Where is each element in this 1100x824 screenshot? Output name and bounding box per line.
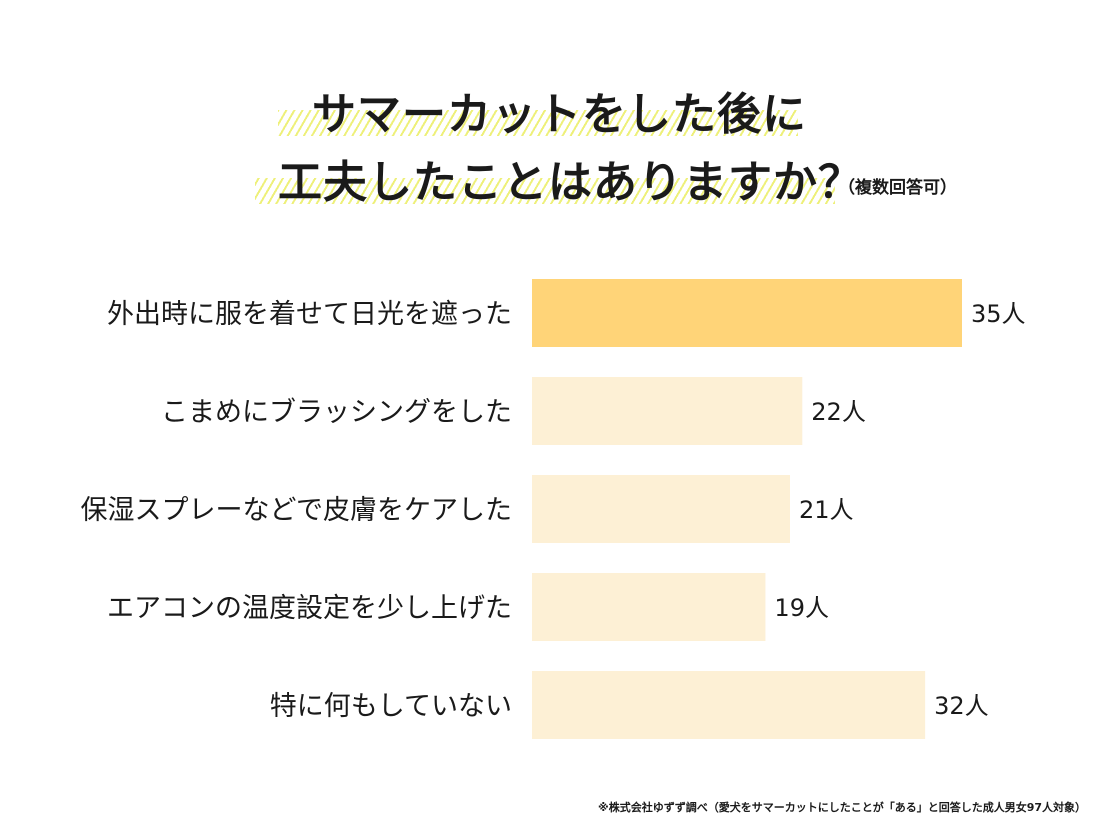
category-label-1: 外出時に服を着せて日光を遮った <box>107 299 512 330</box>
category-label-5: 特に何もしていない <box>270 691 512 722</box>
category-label-2: こまめにブラッシングをした <box>161 397 512 428</box>
chart-title-line-2: 工夫したことはありますか？ <box>278 157 863 208</box>
bar-5 <box>532 671 926 739</box>
category-label-3: 保湿スプレーなどで皮膚をケアした <box>81 495 512 526</box>
category-label-4: エアコンの温度設定を少し上げた <box>107 593 512 624</box>
title-highlight-2 <box>255 178 835 204</box>
value-label-2: 22人 <box>811 398 866 426</box>
value-label-5: 32人 <box>934 692 989 720</box>
title-area: サマーカットをした後に 工夫したことはありますか？ （複数回答可） <box>0 0 1100 230</box>
chart-title-line-1: サマーカットをした後に <box>312 89 807 140</box>
value-label-4: 19人 <box>774 594 829 622</box>
bar-3 <box>532 475 790 543</box>
value-label-3: 21人 <box>799 496 854 524</box>
bar-4 <box>532 573 766 641</box>
title-highlight-1 <box>278 110 798 136</box>
bar-1 <box>532 279 962 347</box>
source-note: ※株式会社ゆずず調べ（愛犬をサマーカットにしたことが「ある」と回答した成人男女9… <box>598 801 1086 814</box>
value-label-1: 35人 <box>971 300 1026 328</box>
bar-2 <box>532 377 803 445</box>
multiple-answers-note: （複数回答可） <box>838 178 957 198</box>
